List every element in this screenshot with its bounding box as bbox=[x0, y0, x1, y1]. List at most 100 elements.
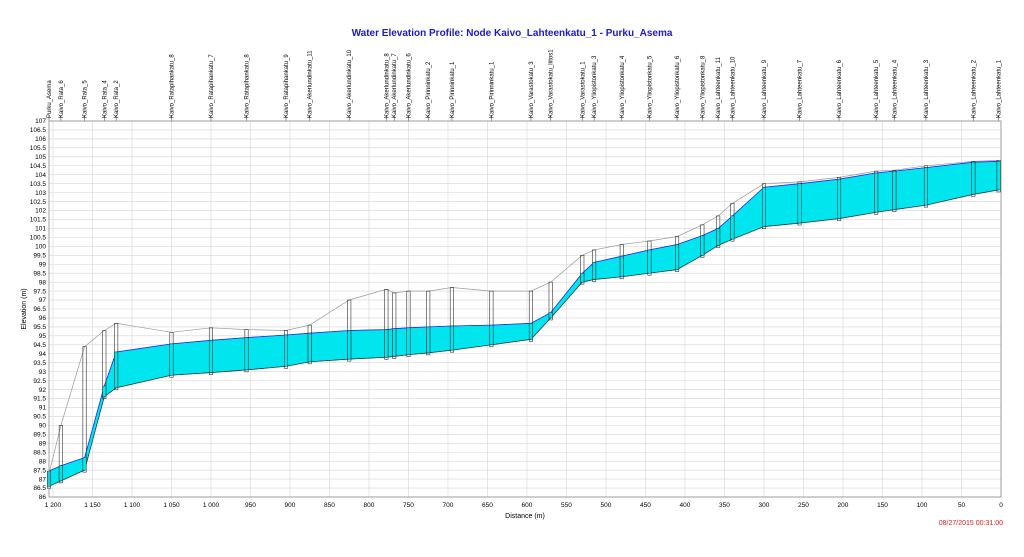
y-tick-label: 86 bbox=[39, 494, 47, 501]
node-label: Kaivo_Lahteenkatu_7 bbox=[798, 59, 804, 118]
manhole-water bbox=[489, 324, 494, 346]
gridlines bbox=[49, 120, 1002, 498]
node-label: Kaivo_Akerlundinkatu_7 bbox=[392, 53, 398, 118]
node-label: Kaivo_Rata_2 bbox=[114, 80, 120, 118]
manhole-water bbox=[647, 249, 652, 274]
y-tick-label: 100 bbox=[35, 244, 46, 251]
y-tick-label: 88.5 bbox=[33, 449, 46, 456]
manhole bbox=[58, 425, 63, 484]
manhole-water bbox=[548, 312, 553, 319]
x-tick-label: 500 bbox=[601, 502, 612, 509]
manhole-water bbox=[209, 340, 213, 373]
node-label: Kaivo_Rata_6 bbox=[59, 80, 65, 118]
y-tick-label: 100.5 bbox=[30, 235, 47, 242]
manhole-water bbox=[592, 262, 597, 280]
manhole-water bbox=[837, 178, 841, 219]
y-tick-label: 94 bbox=[39, 351, 47, 358]
manhole-water bbox=[528, 323, 533, 340]
manhole bbox=[489, 290, 494, 348]
y-tick-label: 87.5 bbox=[33, 467, 46, 474]
x-tick-label: 1 050 bbox=[163, 502, 180, 509]
x-tick-label: 1 100 bbox=[124, 502, 141, 509]
manhole-water bbox=[449, 325, 454, 351]
x-tick-label: 450 bbox=[640, 502, 651, 509]
node-label: Kaivo_Yliopistonkatu_8 bbox=[700, 55, 706, 118]
manhole-water bbox=[730, 215, 735, 240]
node-label: Kaivo_Varastokatu_liitos1 bbox=[549, 49, 555, 118]
node-label: Kaivo_Lahteenkatu_2 bbox=[971, 59, 977, 118]
x-tick-label: 800 bbox=[364, 502, 375, 509]
manhole-water bbox=[971, 161, 976, 195]
node-label: Kaivo_Ratapihankatu_7 bbox=[209, 54, 215, 118]
y-tick-label: 101.5 bbox=[30, 217, 47, 224]
node-labels: Purku_Asema Kaivo_Rata_6 Kaivo_Rata_5 Kaivo… bbox=[47, 49, 1003, 118]
y-tick-label: 97.5 bbox=[33, 288, 46, 295]
x-tick-label: 400 bbox=[680, 502, 691, 509]
manhole-water bbox=[762, 186, 766, 227]
node-label: Kaivo_Varastokatu_3 bbox=[529, 61, 535, 118]
y-tick-label: 86.5 bbox=[33, 485, 46, 492]
x-tick-label: 600 bbox=[522, 502, 533, 509]
y-tick-label: 104.5 bbox=[30, 163, 47, 170]
y-tick-label: 88 bbox=[39, 458, 47, 465]
y-tick-label: 102.5 bbox=[30, 199, 47, 206]
x-tick-label: 950 bbox=[245, 502, 256, 509]
y-tick-label: 104 bbox=[35, 172, 46, 179]
manhole-water bbox=[384, 329, 389, 358]
x-tick-label: 150 bbox=[877, 502, 888, 509]
manhole bbox=[392, 292, 397, 359]
node-label: Kaivo_Pirinninkatu_1 bbox=[489, 61, 495, 118]
y-tick-label: 92.5 bbox=[33, 378, 46, 385]
node-marker-lines bbox=[48, 115, 999, 121]
node-label: Kaivo_Ratapihankatu_8 bbox=[245, 54, 251, 118]
y-tick-label: 101 bbox=[35, 226, 46, 233]
manhole bbox=[82, 346, 87, 473]
y-tick-label: 95 bbox=[39, 333, 47, 340]
manhole-water bbox=[580, 272, 585, 283]
node-label: Kaivo_Yliopistonkatu_5 bbox=[647, 55, 653, 118]
y-tick-label: 90.5 bbox=[33, 414, 46, 421]
manhole-water bbox=[392, 328, 397, 357]
node-label: Kaivo_Lahteenkatu_9 bbox=[762, 59, 768, 118]
x-tick-label: 850 bbox=[324, 502, 335, 509]
node-label: Purku_Asema bbox=[47, 80, 53, 118]
x-tick-label: 1 150 bbox=[84, 502, 101, 509]
y-tick-label: 93.5 bbox=[33, 360, 46, 367]
y-tick-label: 99 bbox=[39, 261, 47, 268]
manhole-water bbox=[619, 255, 624, 278]
y-tick-label: 99.5 bbox=[33, 252, 46, 259]
manhole-water bbox=[114, 351, 119, 389]
manhole-water bbox=[284, 334, 288, 367]
y-tick-label: 96 bbox=[39, 315, 47, 322]
x-tick-label: 50 bbox=[958, 502, 966, 509]
x-tick-label: 550 bbox=[561, 502, 572, 509]
y-tick-label: 105.5 bbox=[30, 145, 47, 152]
node-label: Kaivo_Lahteenkatu_10 bbox=[730, 56, 736, 118]
x-tick-label: 0 bbox=[999, 502, 1003, 509]
x-tick-label: 1 200 bbox=[45, 502, 62, 509]
x-tick-label: 900 bbox=[285, 502, 296, 509]
node-label: Kaivo_Akerlundinkatu_6 bbox=[406, 53, 412, 118]
node-label: Kaivo_Lahteenkatu_11 bbox=[716, 56, 722, 118]
y-tick-label: 91 bbox=[39, 405, 47, 412]
y-tick-label: 103 bbox=[35, 190, 46, 197]
y-tick-label: 105 bbox=[35, 154, 46, 161]
y-tick-label: 102 bbox=[35, 208, 46, 215]
manhole bbox=[406, 290, 411, 357]
x-tick-label: 700 bbox=[443, 502, 454, 509]
node-label: Kaivo_Ratapihankatu_9 bbox=[284, 54, 290, 118]
manhole-water bbox=[892, 170, 897, 210]
manhole bbox=[580, 254, 585, 285]
y-tick-label: 90 bbox=[39, 423, 47, 430]
node-label: Kaivo_Rata_5 bbox=[83, 80, 89, 118]
manhole-water bbox=[406, 327, 411, 355]
manhole bbox=[384, 289, 389, 360]
manhole-water bbox=[307, 332, 312, 363]
y-tick-label: 89.5 bbox=[33, 432, 46, 439]
node-label: Kaivo_Lahteenkatu_5 bbox=[874, 59, 880, 118]
y-tick-label: 106 bbox=[35, 136, 46, 143]
node-label: Kaivo_Yliopistonkatu_4 bbox=[620, 55, 626, 118]
x-tick-label: 750 bbox=[403, 502, 414, 509]
node-label: Kaivo_Ratapihankatu_8 bbox=[169, 54, 175, 118]
y-tick-label: 93 bbox=[39, 369, 47, 376]
